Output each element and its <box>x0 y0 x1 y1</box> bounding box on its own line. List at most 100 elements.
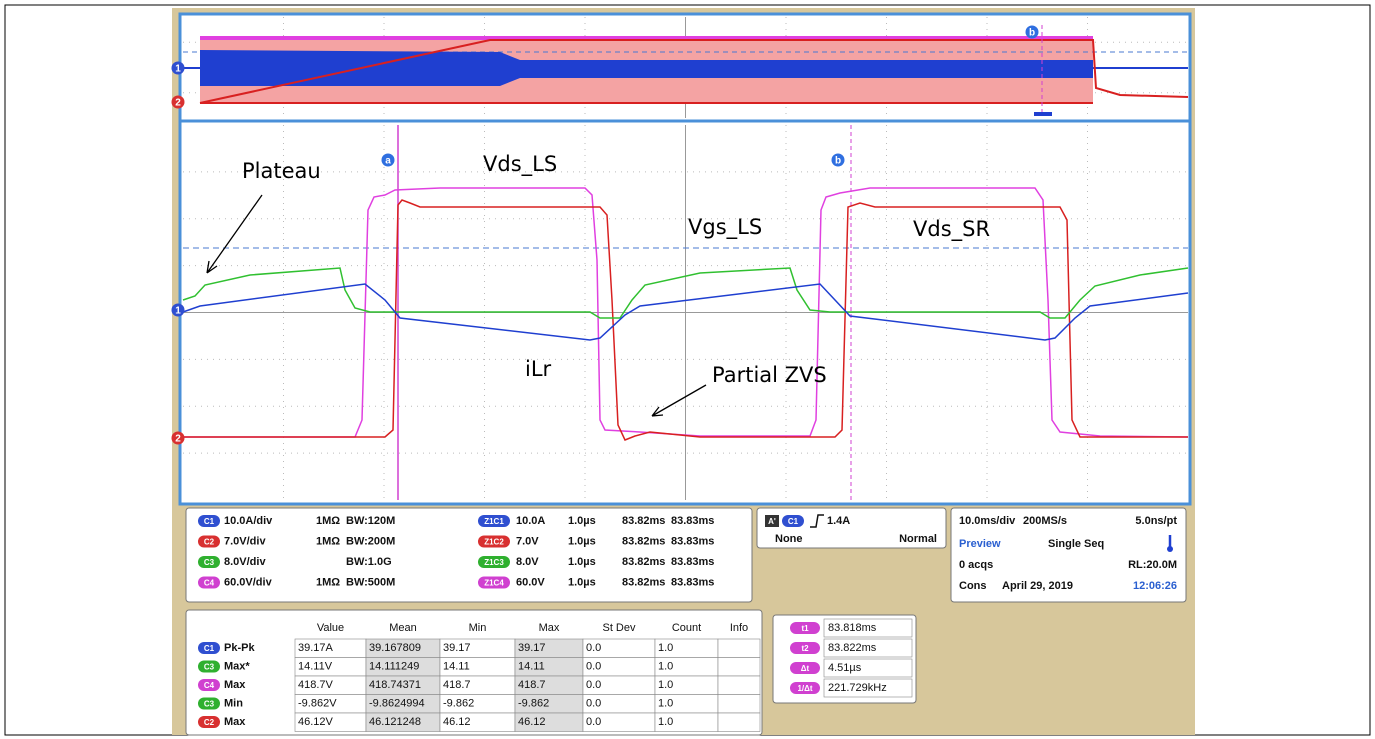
measurement-cell: 39.17A <box>298 642 334 654</box>
date: April 29, 2019 <box>1002 580 1073 592</box>
badge-label: C1 <box>788 517 799 526</box>
trigger-mode: Normal <box>899 533 937 545</box>
timebase-scale: 10.0ms/div <box>959 515 1016 527</box>
column-header: Count <box>672 622 701 634</box>
badge-label: C3 <box>204 663 215 672</box>
annotation: iLr <box>525 357 552 381</box>
cursor-a-time: 83.82ms <box>622 576 665 588</box>
badge-label: C4 <box>204 681 215 690</box>
cell <box>718 695 760 714</box>
measurement-cell: 14.11 <box>443 660 470 672</box>
measurement-cell: 1.0 <box>658 697 673 709</box>
measurement-cell: -9.8624994 <box>369 697 425 709</box>
measurement-cell: 418.74371 <box>369 679 421 691</box>
measurement-cell: -9.862V <box>298 697 337 709</box>
cursor-marker-label: b <box>835 156 841 167</box>
run-indicator <box>1167 546 1173 552</box>
channel-bandwidth: BW:1.0G <box>346 556 392 568</box>
channel-bandwidth: BW:200M <box>346 535 395 547</box>
badge-label: t1 <box>801 624 809 633</box>
channel-marker-label: 2 <box>175 98 181 109</box>
resolution: 5.0ns/pt <box>1135 515 1177 527</box>
measurement-cell: 14.11V <box>298 660 333 672</box>
annotation: Vds_LS <box>483 152 557 177</box>
measurement-cell: -9.862 <box>518 697 549 709</box>
cursor-value: 83.822ms <box>828 642 877 654</box>
acquisition: Single Seq <box>1048 538 1104 550</box>
channel-scale: 60.0V/div <box>224 576 273 588</box>
column-header: Max <box>539 622 560 634</box>
badge-label: Z1C4 <box>484 579 504 588</box>
zoom-scale: 10.0A <box>516 515 545 527</box>
measurement-cell: 0.0 <box>586 642 601 654</box>
screenshot: Plateau Vds_LS Vgs_LS Vds_SR iLr Partial… <box>0 0 1375 739</box>
measurement-cell: 0.0 <box>586 716 601 728</box>
measurement-name: Max* <box>224 660 250 672</box>
zoom-scale: 8.0V <box>516 556 539 568</box>
measurement-cell: 0.0 <box>586 660 601 672</box>
measurement-cell: 418.7 <box>443 679 471 691</box>
measurement-cell: 0.0 <box>586 679 601 691</box>
badge-label: C3 <box>204 700 215 709</box>
badge-label: C2 <box>204 718 215 727</box>
channel-scale: 8.0V/div <box>224 556 266 568</box>
measurement-cell: 1.0 <box>658 642 673 654</box>
zoom-scale: 7.0V <box>516 535 539 547</box>
measurement-cell: 1.0 <box>658 679 673 691</box>
zoom-time: 1.0µs <box>568 556 596 568</box>
badge-label: Δt <box>801 664 810 673</box>
measurement-cell: 46.12V <box>298 716 334 728</box>
cell <box>718 639 760 658</box>
measurement-name: Max <box>224 679 246 691</box>
measurement-cell: 46.12 <box>518 716 546 728</box>
badge-label: 1/Δt <box>797 684 812 693</box>
cursor-value: 221.729kHz <box>828 682 887 694</box>
cursor-b-time: 83.83ms <box>671 556 714 568</box>
badge-label: C1 <box>204 517 215 526</box>
column-header: St Dev <box>602 622 636 634</box>
cursor-b-time: 83.83ms <box>671 535 714 547</box>
badge-label: t2 <box>801 644 809 653</box>
measurement-name: Max <box>224 716 246 728</box>
cursor-value: 83.818ms <box>828 622 877 634</box>
sample-rate: 200MS/s <box>1023 515 1067 527</box>
channel-bandwidth: BW:120M <box>346 515 395 527</box>
measurement-cell: 46.121248 <box>369 716 421 728</box>
cursor-b-time: 83.83ms <box>671 515 714 527</box>
column-header: Min <box>469 622 487 634</box>
badge-label: C3 <box>204 558 215 567</box>
badge-label: C4 <box>204 579 215 588</box>
cursor-marker-label: a <box>385 156 391 167</box>
measurement-cell: 0.0 <box>586 697 601 709</box>
measurement-cell: 46.12 <box>443 716 471 728</box>
channel-marker-label: 1 <box>175 64 181 75</box>
cell <box>718 658 760 677</box>
column-header: Mean <box>389 622 417 634</box>
badge-label: Z1C3 <box>484 558 504 567</box>
measurement-name: Min <box>224 697 243 709</box>
channel-impedance: 1MΩ <box>316 576 340 588</box>
record-length: RL:20.0M <box>1128 559 1177 571</box>
annotation: Plateau <box>242 159 321 183</box>
annotation: Partial ZVS <box>712 363 827 387</box>
cursor-marker-label: b <box>1029 28 1035 39</box>
trigger-coupling: None <box>775 533 803 545</box>
measurement-cell: 1.0 <box>658 660 673 672</box>
zoom-time: 1.0µs <box>568 535 596 547</box>
measurement-cell: 14.111249 <box>369 660 419 672</box>
measurement-cell: 418.7V <box>298 679 334 691</box>
cell <box>718 676 760 695</box>
channel-marker-label: 2 <box>175 434 181 445</box>
acq-count: 0 acqs <box>959 559 993 571</box>
label: Cons <box>959 580 987 592</box>
column-header: Value <box>317 622 344 634</box>
overview-zoom-box <box>1034 112 1052 116</box>
channel-impedance: 1MΩ <box>316 515 340 527</box>
time: 12:06:26 <box>1133 580 1177 592</box>
channel-scale: 10.0A/div <box>224 515 273 527</box>
cursor-a-time: 83.82ms <box>622 535 665 547</box>
measurement-cell: 418.7 <box>518 679 546 691</box>
measurement-cell: 39.17 <box>518 642 546 654</box>
measurement-cell: 39.167809 <box>369 642 421 654</box>
zoom-time: 1.0µs <box>568 515 596 527</box>
